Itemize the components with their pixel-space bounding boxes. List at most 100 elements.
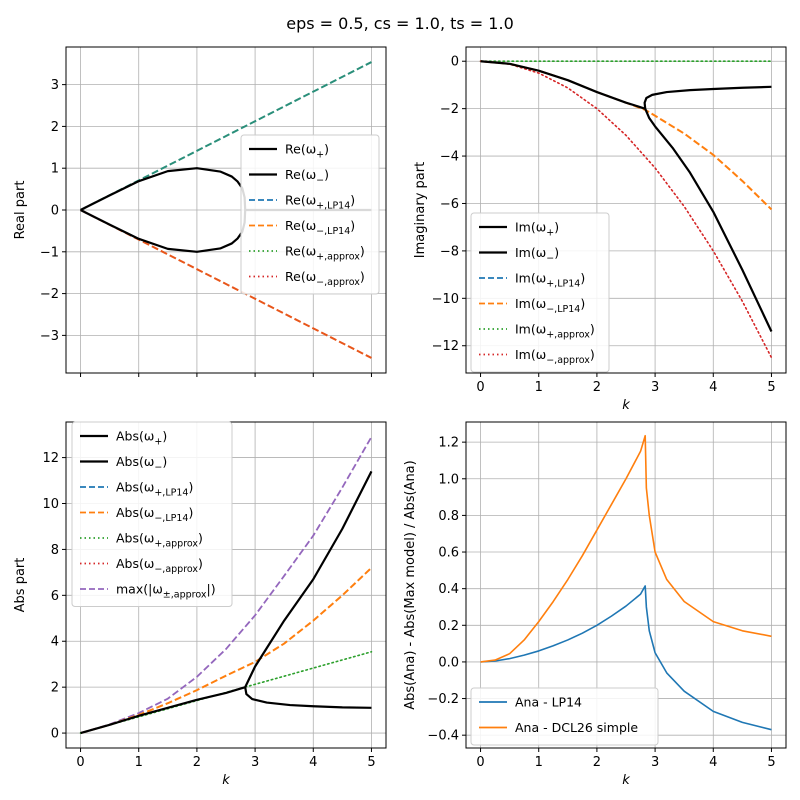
subplot-4: 0 1 2 3 4 5 −0.4 −0.2 0.0 0.2 0.4 0.6 0.8 1.0 1.2 k Abs(… (403, 421, 787, 788)
x-tick-label: 3 (651, 755, 659, 770)
y-tick-label: 4 (51, 635, 59, 650)
x-tick-label: 4 (709, 755, 717, 770)
legend-label: Im(ω−,approx) (515, 347, 595, 366)
legend: Ana - LP14 Ana - DCL26 simple (470, 687, 659, 746)
y-tick-label: −8 (440, 244, 459, 259)
y-tick-label: 12 (42, 451, 59, 466)
y-tick-label: 3 (51, 78, 59, 93)
y-tick-label: 0 (51, 727, 59, 742)
x-tick-label: 1 (135, 755, 143, 770)
legend: Abs(ω+) Abs(ω−) Abs(ω+,LP14) Abs(ω−,LP14) Ab… (71, 421, 233, 607)
legend-label: Re(ω+,approx) (285, 244, 365, 263)
legend-label: Im(ω+,approx) (515, 322, 595, 341)
legend-label: Abs(ω+,approx) (116, 531, 203, 550)
legend-label: Im(ω−,LP14) (515, 296, 585, 315)
subplot-2: 0 1 2 3 4 5 −12 −10 −8 −6 −4 −2 0 k Imaginary part Im(ω… (413, 46, 787, 413)
x-tick-label: 0 (76, 755, 84, 770)
figure-suptitle: eps = 0.5, cs = 1.0, ts = 1.0 (286, 14, 514, 33)
legend-label: Abs(ω−,LP14) (116, 505, 193, 524)
y-tick-label: 0 (51, 204, 59, 219)
x-tick-label: 3 (651, 380, 659, 395)
x-tick-label: 1 (535, 380, 543, 395)
y-axis-label: Imaginary part (413, 162, 428, 258)
y-tick-label: −10 (432, 292, 459, 307)
x-tick-label: 1 (535, 755, 543, 770)
y-tick-label: 1 (51, 162, 59, 177)
y-tick-label: 1.2 (438, 436, 459, 451)
legend-label: Ana - LP14 (515, 695, 582, 710)
legend-label: Im(ω−) (515, 245, 559, 264)
subplot-1: −3 −2 −1 0 1 2 3 Real part Re(ω+) Re(ω−) Re(ω+,LP1… (13, 46, 387, 377)
series-group (479, 60, 773, 359)
y-tick-label: 0.0 (438, 655, 459, 670)
y-tick-label: 0.2 (438, 619, 459, 634)
axes-frame (465, 421, 787, 749)
series-line-5 (244, 686, 372, 709)
x-tick-label: 2 (593, 755, 601, 770)
series-line-1 (80, 436, 373, 734)
legend-label: Re(ω−) (285, 167, 329, 186)
legend: Im(ω+) Im(ω−) Im(ω+,LP14) Im(ω−,LP14) Im(ω+,… (470, 212, 610, 373)
series-group (79, 436, 373, 735)
x-tick-label: 4 (709, 380, 717, 395)
y-tick-label: 10 (42, 497, 59, 512)
y-tick-label: −3 (40, 329, 59, 344)
y-tick-label: 1.0 (438, 472, 459, 487)
series-line-4 (480, 60, 772, 110)
x-tick-label: 5 (767, 380, 775, 395)
legend: Re(ω+) Re(ω−) Re(ω+,LP14) Re(ω−,LP14) Re(ω+,… (240, 134, 380, 295)
y-tick-label: 0 (451, 55, 459, 70)
legend-label: Im(ω+) (515, 220, 559, 239)
y-axis-label: Abs part (13, 558, 28, 613)
y-tick-label: 8 (51, 543, 59, 558)
legend-label: max(|ω±,approx|) (116, 582, 216, 601)
x-axis-label: k (622, 773, 630, 788)
series-line-2 (480, 434, 772, 663)
x-axis-label: k (622, 398, 630, 413)
y-tick-label: 0.6 (438, 546, 459, 561)
series-line-1 (480, 585, 772, 731)
y-tick-label: 0.4 (438, 582, 459, 597)
y-tick-label: 2 (51, 681, 59, 696)
legend-label: Abs(ω+,LP14) (116, 480, 193, 499)
series-line-5 (644, 108, 773, 332)
legend-label: Re(ω+) (285, 142, 329, 161)
y-tick-label: 0.8 (438, 509, 459, 524)
legend-label: Abs(ω−,approx) (116, 556, 203, 575)
y-tick-label: −12 (432, 339, 459, 354)
series-line-2 (479, 60, 773, 359)
y-tick-label: −2 (40, 287, 59, 302)
x-tick-label: 5 (767, 755, 775, 770)
series-group (480, 434, 772, 731)
y-tick-label: −2 (440, 102, 459, 117)
legend-label: Re(ω+,LP14) (285, 193, 355, 212)
legend-label: Abs(ω−) (116, 454, 167, 473)
x-tick-label: 3 (251, 755, 259, 770)
legend-box (470, 687, 659, 746)
y-tick-label: 6 (51, 589, 59, 604)
y-tick-label: 2 (51, 120, 59, 135)
legend-label: Ana - DCL26 simple (515, 720, 638, 735)
legend-label: Im(ω+,LP14) (515, 271, 585, 290)
legend-label: Abs(ω+) (116, 429, 167, 448)
x-tick-label: 2 (593, 380, 601, 395)
y-tick-label: −0.2 (427, 692, 459, 707)
x-axis-label: k (222, 773, 230, 788)
axes-frame (465, 46, 787, 374)
x-tick-label: 0 (476, 380, 484, 395)
x-tick-label: 4 (309, 755, 317, 770)
legend-label: Re(ω−,approx) (285, 269, 365, 288)
y-axis-label: Abs(Ana) - Abs(Max model) / Abs(Ana) (403, 460, 418, 709)
y-tick-label: −1 (40, 245, 59, 260)
y-axis-label: Real part (13, 181, 28, 240)
y-tick-label: −0.4 (427, 729, 459, 744)
y-tick-label: −4 (440, 150, 459, 165)
x-tick-label: 5 (367, 755, 375, 770)
y-tick-label: −6 (440, 197, 459, 212)
legend-label: Re(ω−,LP14) (285, 218, 355, 237)
legend-box (71, 421, 233, 607)
x-tick-label: 0 (476, 755, 484, 770)
